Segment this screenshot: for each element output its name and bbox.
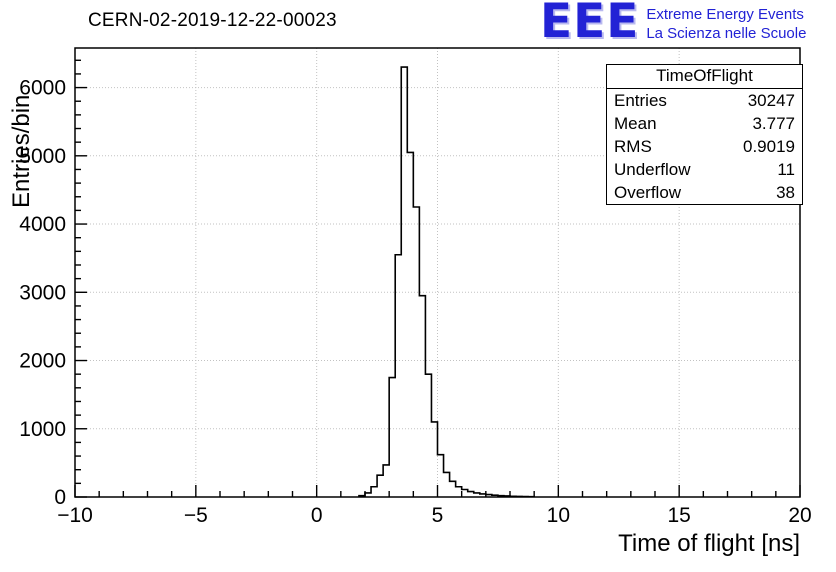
x-tick-label: 10	[547, 504, 570, 527]
y-tick-label: 4000	[19, 213, 66, 236]
eee-logo-text: EEE	[540, 0, 640, 49]
stats-value: 11	[777, 160, 795, 179]
x-tick-label: −5	[184, 504, 208, 527]
y-tick-label: 0	[54, 486, 66, 509]
stats-title: TimeOfFlight	[607, 65, 802, 89]
stats-label: Entries	[614, 91, 667, 110]
stats-label: RMS	[614, 137, 652, 156]
y-tick-label: 6000	[19, 77, 66, 100]
histogram-outline	[358, 66, 535, 498]
y-axis-title: Entries/bin	[8, 94, 35, 208]
stats-row-entries: Entries 30247	[607, 89, 802, 112]
logo-line-1: Extreme Energy Events	[646, 6, 804, 23]
stats-label: Overflow	[614, 183, 682, 202]
stats-label: Underflow	[614, 160, 691, 179]
y-tick-label: 3000	[19, 281, 66, 304]
x-axis-title: Time of flight [ns]	[618, 530, 800, 557]
x-tick-label: 20	[788, 504, 811, 527]
eee-logo-caption: Extreme Energy Events La Scienza nelle S…	[646, 1, 806, 43]
eee-logo: EEE Extreme Energy Events La Scienza nel…	[540, 0, 806, 49]
stats-row-overflow: Overflow 38	[607, 181, 802, 204]
y-tick-label: 2000	[19, 350, 66, 373]
x-tick-label: 15	[667, 504, 690, 527]
stats-value: 38	[776, 183, 795, 202]
x-tick-label: −10	[57, 504, 93, 527]
stats-value: 0.9019	[743, 137, 795, 156]
stats-value: 30247	[747, 91, 795, 110]
y-tick-label: 5000	[19, 145, 66, 168]
y-tick-label: 1000	[19, 418, 66, 441]
stats-row-rms: RMS 0.9019	[607, 135, 802, 158]
stats-row-mean: Mean 3.777	[607, 112, 802, 135]
x-tick-label: 0	[311, 504, 323, 527]
stats-row-underflow: Underflow 11	[607, 158, 802, 181]
plot-title: CERN-02-2019-12-22-00023	[88, 10, 337, 31]
x-tick-label: 5	[432, 504, 444, 527]
stats-box: TimeOfFlight Entries 30247 Mean 3.777 RM…	[606, 64, 803, 205]
stats-label: Mean	[614, 114, 657, 133]
logo-line-2: La Scienza nelle Scuole	[646, 25, 807, 42]
stats-value: 3.777	[752, 114, 795, 133]
